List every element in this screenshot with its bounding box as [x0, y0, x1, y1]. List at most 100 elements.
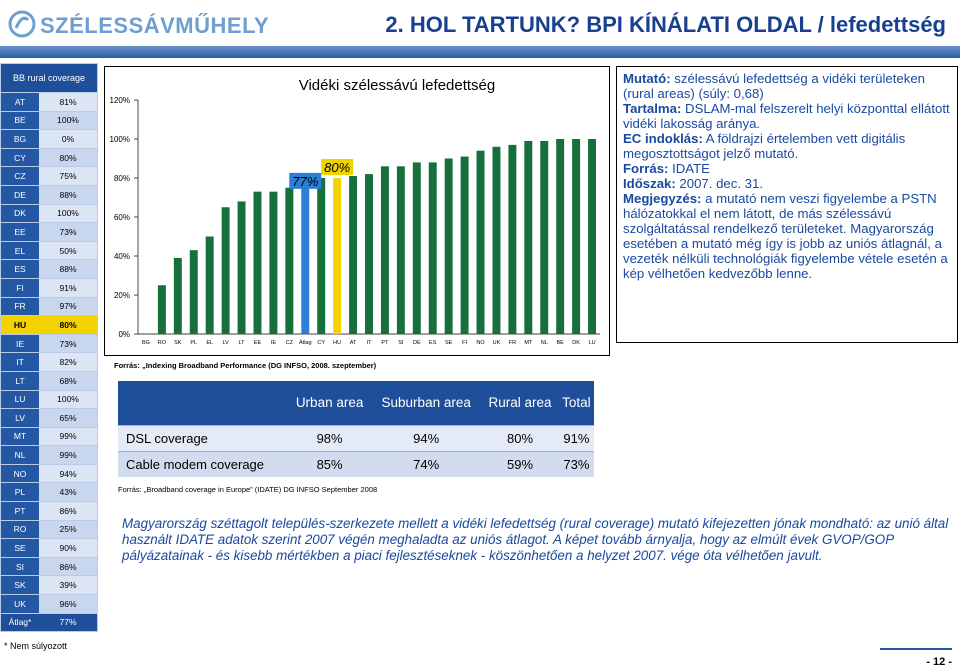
logo: SZÉLESSÁVMŰHELY: [6, 8, 269, 42]
country-code: PT: [1, 502, 39, 520]
cell-suburban: 74%: [371, 450, 482, 477]
country-value: 86%: [39, 502, 97, 520]
x-tick-label: FR: [509, 340, 516, 346]
x-tick-label: LU: [589, 340, 596, 346]
country-code: BE: [1, 111, 39, 130]
country-code: LT: [1, 371, 39, 390]
indicator-info-box: Mutató: szélessávú lefedettség a vidéki …: [616, 66, 958, 343]
x-tick-label: DK: [572, 340, 580, 346]
country-value: 82%: [39, 353, 97, 371]
country-value: 68%: [39, 371, 97, 390]
x-tick-label: EL: [206, 340, 213, 346]
country-value: 94%: [39, 464, 97, 483]
x-tick-label: DE: [413, 340, 421, 346]
idoszak-label: Időszak:: [623, 176, 676, 191]
country-code: DE: [1, 185, 39, 204]
bar-fi: [460, 156, 469, 334]
country-code: IT: [1, 353, 39, 371]
bar-no: [476, 150, 485, 334]
table-row: AT 81%: [0, 93, 98, 112]
row-label: Cable modem coverage: [118, 450, 288, 477]
y-tick-label: 20%: [114, 291, 130, 300]
footnote: * Nem súlyozott: [4, 641, 68, 651]
table-row: NO 94%: [0, 464, 98, 484]
logo-icon: [8, 10, 36, 38]
table-row: DE 88%: [0, 185, 98, 205]
table-row: ES 88%: [0, 260, 98, 279]
table-row: PL 43%: [0, 483, 98, 503]
country-code: CY: [1, 148, 39, 167]
country-value: 88%: [39, 260, 97, 278]
table-row: RO 25%: [0, 520, 98, 540]
country-code: UK: [1, 595, 39, 613]
cell-total: 73%: [558, 450, 594, 477]
country-value: 99%: [39, 427, 97, 446]
country-value: 39%: [39, 576, 97, 595]
table-row: LV 65%: [0, 409, 98, 428]
table-row: FI 91%: [0, 278, 98, 298]
x-tick-label: CY: [317, 340, 325, 346]
x-tick-label: PL: [190, 340, 197, 346]
annotation-bg-hu: [321, 159, 354, 175]
country-value: 100%: [39, 390, 97, 409]
country-code: LU: [1, 390, 39, 409]
country-value: 25%: [39, 520, 97, 539]
x-tick-label: FI: [462, 340, 467, 346]
country-value: 100%: [39, 204, 97, 223]
coverage-source: Forrás: „Broadband coverage in Europe” (…: [118, 485, 378, 494]
country-code: RO: [1, 520, 39, 539]
chart-source-prefix: Forrás:: [114, 361, 142, 370]
country-code: IE: [1, 334, 39, 353]
table-row: NL 99%: [0, 446, 98, 465]
idoszak-text: 2007. dec. 31.: [675, 176, 764, 191]
country-code: HU: [1, 316, 39, 334]
x-tick-label: BE: [557, 340, 565, 346]
bar-nl: [540, 140, 549, 334]
megjegyzes-label: Megjegyzés:: [623, 191, 702, 206]
x-tick-label: MT: [524, 340, 533, 346]
bar-at: [349, 176, 358, 334]
bar-pl: [189, 250, 198, 334]
bar-átlag: [301, 183, 310, 334]
country-value: 99%: [39, 446, 97, 464]
table-row: LU 100%: [0, 390, 98, 410]
table-row: Átlag* 77%: [0, 613, 98, 633]
x-tick-label: HU: [333, 340, 341, 346]
country-value: 77%: [39, 613, 97, 632]
country-value: 65%: [39, 409, 97, 427]
chart-title: Vidéki szélessávú lefedettség: [299, 77, 496, 94]
ec-text: A földrajzi értelemben vett digitális me…: [623, 131, 906, 161]
country-code: SK: [1, 576, 39, 595]
table-row: CY 80%: [0, 148, 98, 168]
country-table-header: BB rural coverage: [0, 63, 98, 93]
y-tick-label: 60%: [114, 213, 130, 222]
country-value: 73%: [39, 223, 97, 241]
y-tick-label: 40%: [114, 252, 130, 261]
country-code: EL: [1, 241, 39, 260]
y-tick-label: 80%: [114, 174, 130, 183]
country-code: AT: [1, 93, 39, 111]
bar-uk: [492, 146, 501, 334]
cell-rural: 80%: [481, 424, 559, 451]
country-code: CZ: [1, 167, 39, 185]
page-divider: [880, 648, 952, 650]
x-tick-label: LV: [222, 340, 229, 346]
bar-mt: [524, 140, 533, 334]
country-value: 43%: [39, 483, 97, 502]
chart-source: Forrás: „Indexing Broadband Performance …: [114, 361, 376, 370]
country-value: 50%: [39, 241, 97, 260]
country-value: 81%: [39, 93, 97, 111]
bar-el: [205, 236, 214, 334]
table-row: FR 97%: [0, 297, 98, 317]
header-bar: [0, 46, 960, 58]
bar-ee: [253, 191, 262, 334]
x-tick-label: SI: [398, 340, 404, 346]
country-code: FR: [1, 297, 39, 316]
country-code: Átlag*: [1, 613, 39, 632]
x-tick-label: CZ: [286, 340, 294, 346]
coverage-col-urban: Urban area: [288, 381, 372, 425]
x-tick-label: SE: [445, 340, 453, 346]
bar-fr: [508, 144, 517, 334]
bar-si: [396, 166, 405, 334]
country-value: 0%: [39, 130, 97, 148]
